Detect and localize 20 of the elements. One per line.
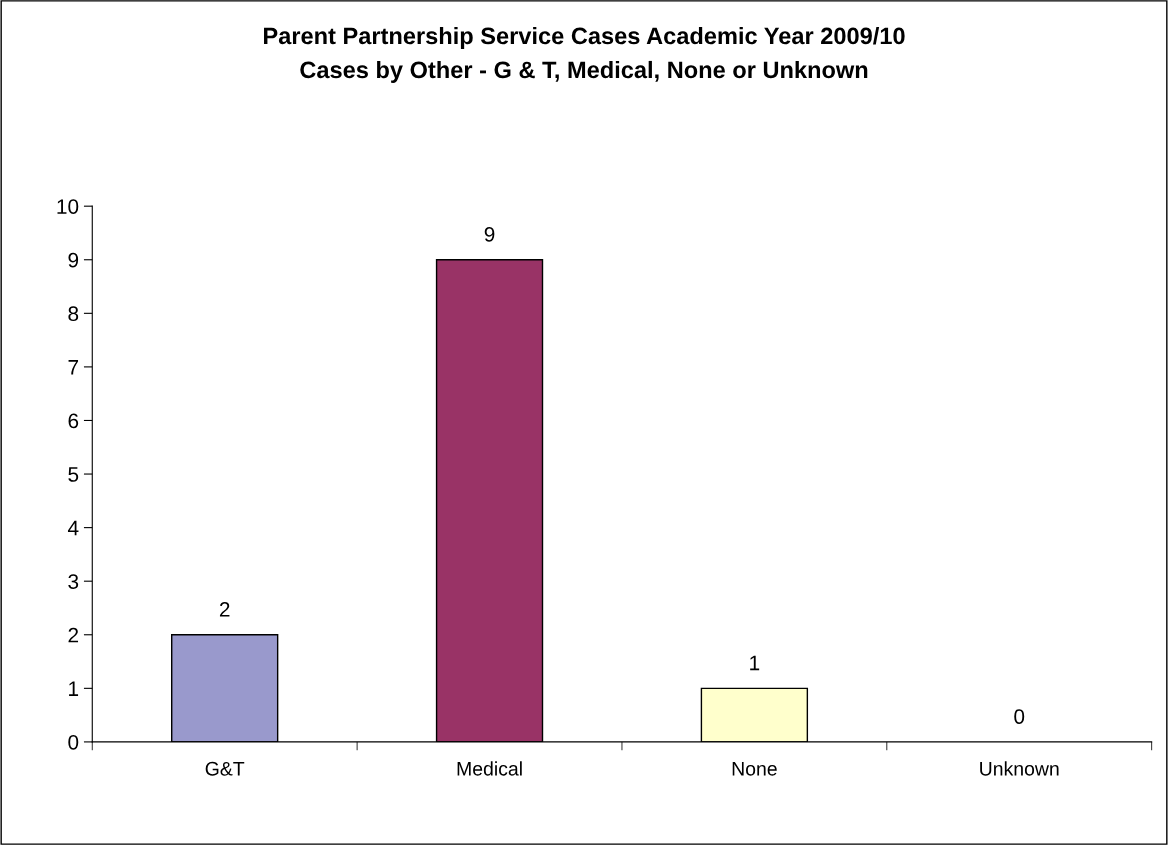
y-tick-label: 8 (68, 306, 79, 322)
y-tick-label: 6 (68, 413, 79, 429)
data-label: 2 (219, 602, 230, 617)
y-tick-label: 1 (69, 681, 79, 696)
x-tick-label: Unknown (980, 761, 1059, 776)
x-tick-label: None (732, 762, 777, 776)
y-tick-label: 4 (67, 520, 79, 536)
data-label: 0 (1014, 709, 1025, 724)
y-tick-label: 7 (68, 360, 79, 375)
y-tick-label: 0 (68, 734, 79, 750)
data-label: 1 (750, 655, 760, 671)
y-tick-label: 5 (68, 467, 79, 482)
y-tick-label: 10 (57, 199, 79, 214)
x-tick-label: Medical (457, 761, 522, 776)
y-tick-label: 3 (68, 574, 79, 589)
x-tick-label: G&T (205, 761, 245, 776)
y-tick-label: 2 (68, 627, 79, 643)
y-tick-label: 9 (68, 252, 79, 268)
chart-title: Parent Partnership Service Cases Academic Year 2009/10 Cases by Other - G & T, Medical, None or Unknown (264, 26, 905, 83)
data-label: 9 (484, 226, 495, 242)
